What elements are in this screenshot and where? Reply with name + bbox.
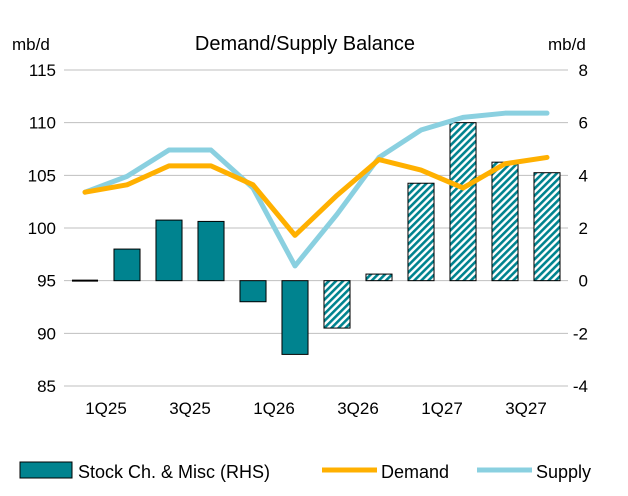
legend: Stock Ch. & Misc (RHS) Demand Supply xyxy=(19,461,591,482)
y-right-tick-label: 0 xyxy=(579,272,588,291)
x-tick-label: 1Q25 xyxy=(85,399,127,418)
y-left-tick-label: 95 xyxy=(37,272,56,291)
y-left-unit-label: mb/d xyxy=(12,35,50,54)
stock-change-bar xyxy=(491,161,519,282)
y-left-tick-label: 115 xyxy=(29,61,56,80)
stock-change-bar xyxy=(407,182,435,282)
x-tick-label: 3Q26 xyxy=(337,399,379,418)
supply-line xyxy=(82,110,550,269)
legend-demand-label: Demand xyxy=(381,462,449,482)
chart-title: Demand/Supply Balance xyxy=(195,33,415,55)
stock-change-bar xyxy=(155,219,183,282)
stock-change-bar xyxy=(533,172,561,282)
y-right-tick-label: -2 xyxy=(573,324,588,343)
y-left-tick-label: 110 xyxy=(29,114,56,133)
x-tick-label: 3Q27 xyxy=(505,399,547,418)
y-right-tick-label: 4 xyxy=(579,166,588,185)
stock-change-bar xyxy=(449,122,477,282)
x-axis: 1Q25 3Q25 1Q26 3Q26 1Q27 3Q27 xyxy=(85,399,547,418)
stock-change-bar xyxy=(197,220,225,282)
stock-change-bar xyxy=(281,280,309,355)
y-left-tick-label: 100 xyxy=(28,219,56,238)
x-tick-label: 1Q26 xyxy=(253,399,295,418)
stock-change-bar xyxy=(239,280,267,303)
y-right-unit-label: mb/d xyxy=(548,35,586,54)
y-right-tick-label: 8 xyxy=(579,61,588,80)
y-right-axis: -4 -2 0 2 4 6 8 xyxy=(573,61,588,396)
y-right-tick-label: -4 xyxy=(573,377,588,396)
stock-change-bars xyxy=(71,122,561,355)
y-left-tick-label: 90 xyxy=(37,324,56,343)
demand-supply-lines xyxy=(82,110,550,269)
legend-stock-label: Stock Ch. & Misc (RHS) xyxy=(78,462,270,482)
demand-line xyxy=(82,154,550,238)
stock-change-bar xyxy=(365,273,393,282)
y-left-tick-label: 105 xyxy=(28,166,56,185)
y-left-tick-label: 85 xyxy=(37,377,56,396)
y-right-tick-label: 2 xyxy=(579,219,588,238)
legend-stock-swatch xyxy=(19,461,73,479)
y-right-tick-label: 6 xyxy=(579,114,588,133)
y-left-axis: 85 90 95 100 105 110 115 xyxy=(28,61,56,396)
stock-change-bar xyxy=(323,280,351,329)
x-tick-label: 3Q25 xyxy=(169,399,211,418)
x-tick-label: 1Q27 xyxy=(421,399,463,418)
legend-supply-label: Supply xyxy=(536,462,591,482)
stock-change-bar xyxy=(113,248,141,282)
